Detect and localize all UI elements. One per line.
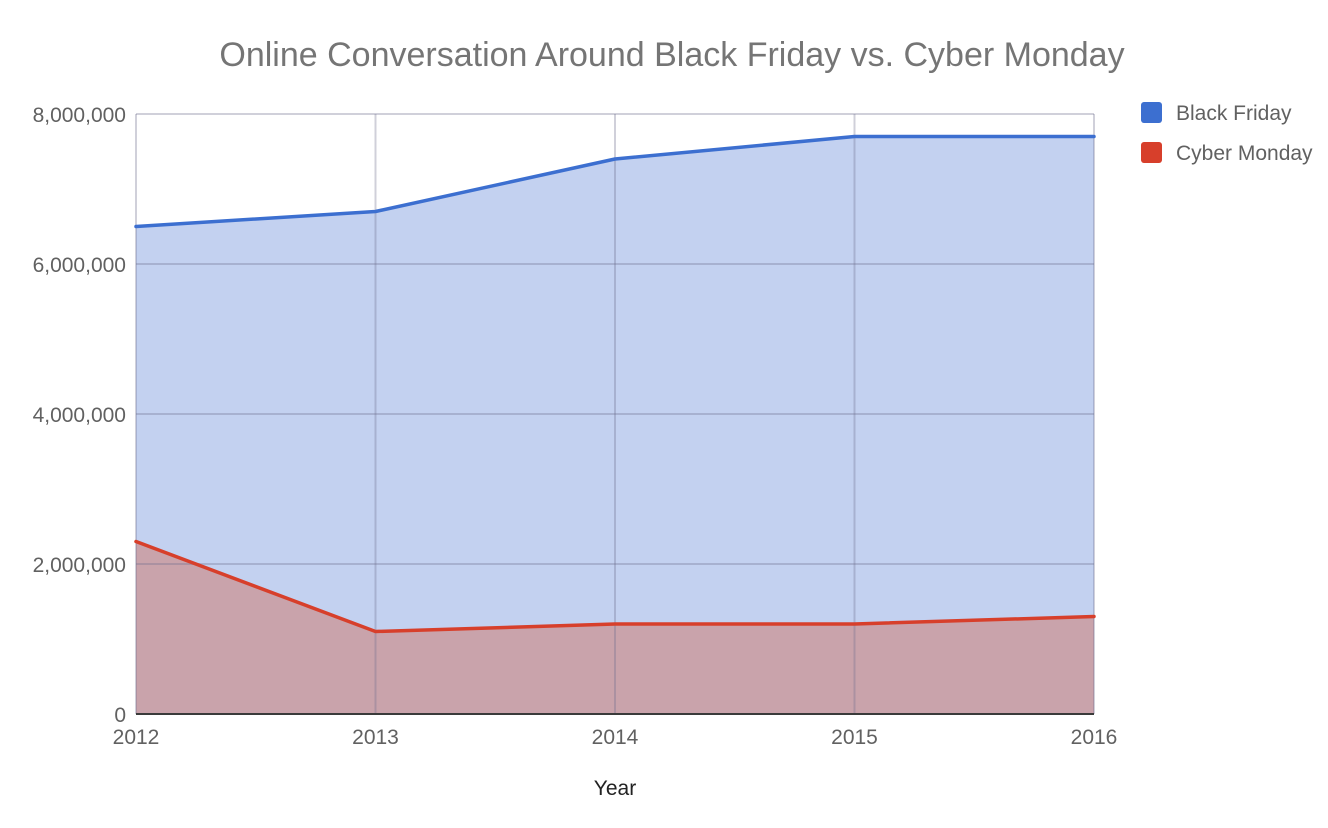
chart-title: Online Conversation Around Black Friday … xyxy=(219,36,1124,74)
y-tick-label: 8,000,000 xyxy=(33,104,126,127)
series-line-black-friday xyxy=(134,134,1096,229)
x-tick-label: 2016 xyxy=(1071,726,1118,749)
series-line-cyber-monday xyxy=(134,539,1096,634)
series-lines xyxy=(134,134,1096,634)
y-tick-label: 6,000,000 xyxy=(33,254,126,277)
x-tick-label: 2014 xyxy=(592,726,639,749)
y-tick-label: 2,000,000 xyxy=(33,554,126,577)
x-axis-ticks: 2012 2013 2014 2015 2016 xyxy=(113,726,1118,749)
legend-swatch xyxy=(1141,102,1162,123)
x-tick-label: 2012 xyxy=(113,726,160,749)
legend-label: Black Friday xyxy=(1176,102,1292,125)
legend-label: Cyber Monday xyxy=(1176,142,1313,165)
area-fill-cyber-monday xyxy=(136,541,1094,714)
area-fill-black-friday xyxy=(136,136,1094,714)
legend-item-black-friday: Black Friday xyxy=(1141,102,1292,125)
series-fills xyxy=(136,136,1094,714)
y-tick-label: 4,000,000 xyxy=(33,404,126,427)
gridlines xyxy=(135,113,1095,714)
y-tick-label: 0 xyxy=(114,704,126,727)
legend-item-cyber-monday: Cyber Monday xyxy=(1141,142,1313,165)
x-tick-label: 2015 xyxy=(831,726,878,749)
legend-swatch xyxy=(1141,142,1162,163)
x-axis-label: Year xyxy=(594,777,636,800)
x-tick-label: 2013 xyxy=(352,726,399,749)
legend: Black Friday Cyber Monday xyxy=(1141,102,1313,165)
y-axis-ticks: 0 2,000,000 4,000,000 6,000,000 8,000,000 xyxy=(33,104,126,727)
